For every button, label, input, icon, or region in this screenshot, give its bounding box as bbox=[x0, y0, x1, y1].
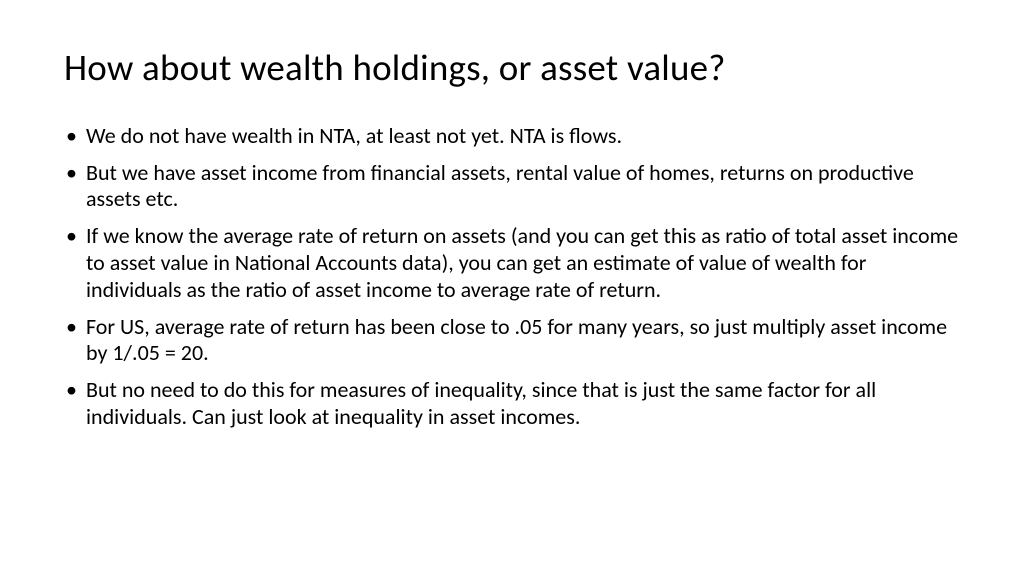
list-item: We do not have wealth in NTA, at least n… bbox=[64, 123, 960, 150]
list-item: But no need to do this for measures of i… bbox=[64, 377, 960, 431]
slide-title: How about wealth holdings, or asset valu… bbox=[64, 48, 960, 89]
list-item: But we have asset income from financial … bbox=[64, 160, 960, 214]
list-item: If we know the average rate of return on… bbox=[64, 223, 960, 303]
slide: How about wealth holdings, or asset valu… bbox=[0, 0, 1024, 576]
bullet-list: We do not have wealth in NTA, at least n… bbox=[64, 123, 960, 431]
list-item: For US, average rate of return has been … bbox=[64, 314, 960, 368]
